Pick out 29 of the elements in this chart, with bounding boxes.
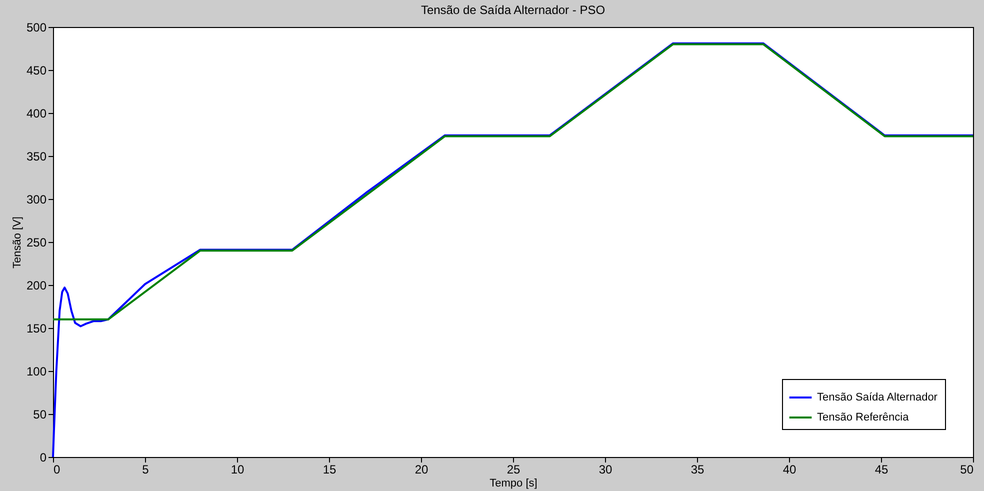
y-tick-label: 0 <box>40 450 47 464</box>
y-tick-label: 450 <box>26 64 47 78</box>
chart-title: Tensão de Saída Alternador - PSO <box>420 3 606 17</box>
y-tick-label: 350 <box>26 150 47 164</box>
y-tick-label: 500 <box>26 20 47 34</box>
line-series <box>52 43 974 320</box>
x-tick-label: 10 <box>230 462 244 476</box>
x-tick-label: 50 <box>960 462 974 476</box>
y-tick-label: 50 <box>33 408 47 422</box>
x-tick-label: 30 <box>598 462 612 476</box>
x-axis-title: Tempo [s] <box>490 478 538 490</box>
legend-label: Tensão Saída Alternador <box>817 392 938 404</box>
x-tick-label: 20 <box>414 462 428 476</box>
y-tick-label: 100 <box>26 364 47 378</box>
line-series <box>52 42 974 458</box>
y-tick-label: 400 <box>26 106 47 120</box>
legend-label: Tensão Referência <box>817 412 910 424</box>
x-tick-label: 0 <box>54 462 60 476</box>
y-tick-label: 150 <box>26 322 47 336</box>
x-tick-label: 40 <box>782 462 796 476</box>
y-axis-title: Tensão [V] <box>11 216 24 268</box>
y-tick-label: 200 <box>26 278 47 292</box>
y-tick-label: 300 <box>26 192 47 206</box>
y-tick-label: 250 <box>26 236 47 250</box>
x-tick-label: 25 <box>506 462 520 476</box>
x-tick-label: 15 <box>322 462 336 476</box>
x-tick-label: 5 <box>142 462 150 476</box>
x-tick-label: 35 <box>690 462 704 476</box>
x-tick-label: 45 <box>874 462 888 476</box>
